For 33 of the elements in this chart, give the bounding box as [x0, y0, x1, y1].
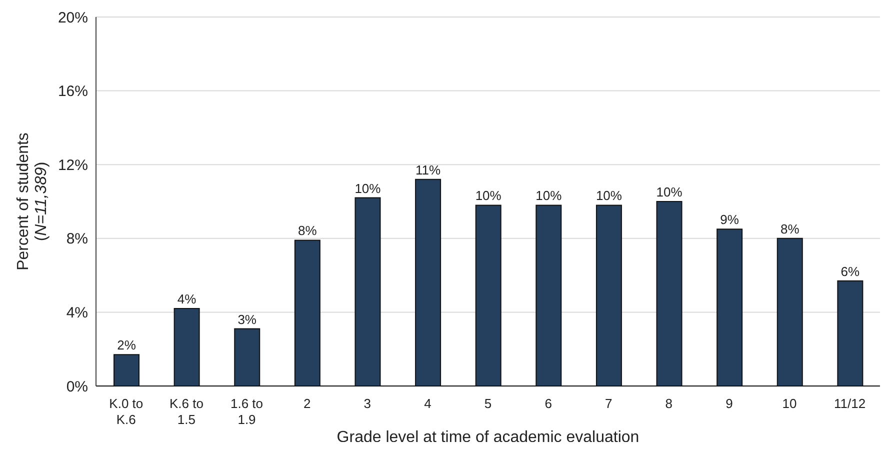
- data-label: 11%: [416, 162, 441, 178]
- x-axis-title: Grade level at time of academic evaluation: [336, 429, 640, 446]
- data-label: 3%: [238, 312, 257, 327]
- y-tick-label: 0%: [66, 378, 88, 396]
- x-tick-label: 1.6 to 1.9: [230, 396, 264, 427]
- data-label: 10%: [475, 188, 502, 204]
- y-tick-label: 12%: [58, 156, 88, 174]
- x-tick-label: 7: [605, 396, 612, 411]
- data-label: 10%: [536, 188, 562, 204]
- x-tick-label: 4: [424, 396, 432, 411]
- x-tick-label: 6: [544, 396, 552, 411]
- x-tick-label: 11/12: [834, 396, 866, 411]
- y-tick-label: 20%: [58, 9, 88, 26]
- data-label: 4%: [177, 292, 197, 307]
- x-tick-label: 8: [665, 396, 673, 411]
- x-tick-label: 9: [726, 396, 733, 411]
- x-tick-label: 10: [782, 396, 797, 411]
- x-tick-label: K.6 to 1.5: [169, 396, 204, 427]
- x-tick-label: 2: [303, 396, 311, 411]
- y-tick-label: 8%: [66, 230, 88, 248]
- data-label: 6%: [840, 264, 860, 279]
- y-tick-label: 4%: [66, 304, 88, 322]
- data-label: 10%: [596, 188, 622, 204]
- data-label: 10%: [656, 184, 683, 200]
- data-label: 8%: [780, 221, 800, 236]
- y-tick-label: 16%: [58, 83, 88, 100]
- data-label: 8%: [298, 223, 318, 238]
- x-tick-label: 5: [484, 396, 492, 411]
- data-label: 10%: [354, 180, 382, 196]
- data-label: 2%: [117, 338, 136, 353]
- x-tick-label: 3: [364, 396, 371, 411]
- data-label: 9%: [720, 212, 740, 228]
- x-tick-label: K.0 to K.6: [109, 396, 144, 427]
